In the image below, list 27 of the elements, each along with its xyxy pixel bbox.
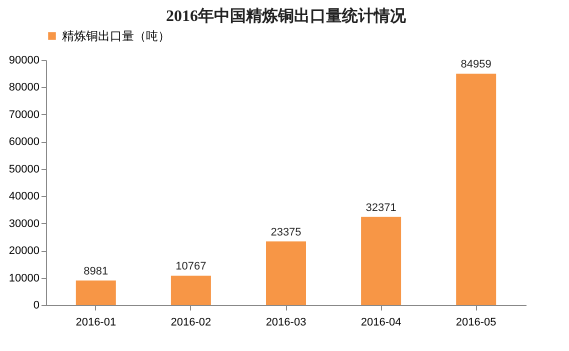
bar bbox=[76, 280, 116, 305]
data-label: 8981 bbox=[84, 266, 108, 278]
legend-label: 精炼铜出口量（吨） bbox=[62, 29, 170, 43]
y-tick-label: 70000 bbox=[8, 108, 40, 121]
data-label: 84959 bbox=[460, 58, 492, 71]
x-tick-label: 2016-03 bbox=[266, 316, 306, 328]
chart-title: 2016年中国精炼铜出口量统计情况 bbox=[166, 7, 407, 25]
data-label: 23375 bbox=[270, 226, 302, 238]
data-label: 10767 bbox=[176, 260, 206, 273]
y-tick-label: 90000 bbox=[8, 54, 40, 66]
y-tick-label: 10000 bbox=[8, 272, 40, 284]
x-tick-label: 2016-04 bbox=[360, 316, 402, 328]
bar bbox=[361, 216, 402, 305]
y-tick-label: 60000 bbox=[8, 136, 40, 148]
y-tick-label: 40000 bbox=[8, 190, 40, 203]
y-tick-label: 20000 bbox=[8, 245, 40, 258]
y-tick-label: 30000 bbox=[8, 218, 40, 230]
x-tick-label: 2016-02 bbox=[170, 316, 212, 328]
y-tick-label: 80000 bbox=[8, 82, 40, 94]
x-tick-label: 2016-01 bbox=[76, 316, 116, 328]
bar bbox=[170, 276, 211, 305]
x-tick-label: 2016-05 bbox=[456, 316, 496, 328]
y-tick-label: 50000 bbox=[8, 163, 40, 176]
bar bbox=[456, 74, 496, 305]
data-label: 32371 bbox=[366, 202, 396, 214]
y-tick-label: 0 bbox=[33, 300, 40, 312]
bar bbox=[266, 241, 306, 305]
